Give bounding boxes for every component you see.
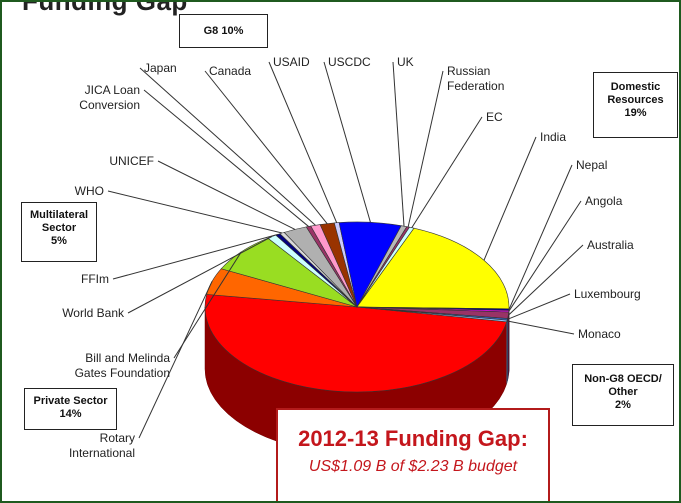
non-g8-oecd-box: Non-G8 OECD/ Other 2% xyxy=(572,364,674,426)
leader-line xyxy=(323,61,371,223)
g8-label: G8 10% xyxy=(203,25,244,37)
leader-line xyxy=(143,89,309,227)
g8-box: G8 10% xyxy=(179,14,268,48)
leader-line xyxy=(407,70,444,228)
slice-label: Conversion xyxy=(79,98,140,112)
slice-label: Angola xyxy=(585,194,623,208)
leader-line xyxy=(138,281,213,439)
non-g8-oecd-pct: 2% xyxy=(615,399,631,411)
private-sector-box: Private Sector 14% xyxy=(24,388,117,430)
leader-line xyxy=(507,293,571,320)
slice-label: Rotary xyxy=(100,431,135,445)
funding-gap-subtitle: US$1.09 B of $2.23 B budget xyxy=(308,458,518,475)
chart-title-fragment: Funding Gap xyxy=(22,0,188,16)
slice-label: Bill and Melinda xyxy=(85,351,170,365)
slice-label: Monaco xyxy=(578,327,621,341)
slice-label: Russian xyxy=(447,64,490,78)
leader-line xyxy=(127,236,273,314)
leader-line xyxy=(204,70,328,224)
leader-line xyxy=(507,244,584,316)
slice-label: JICA Loan xyxy=(85,83,140,97)
domestic-resources-pct: 19% xyxy=(624,107,647,119)
slice-label: World Bank xyxy=(62,306,125,320)
non-g8-oecd-title: Non-G8 OECD/ Other xyxy=(584,373,662,398)
multilateral-sector-pct: 5% xyxy=(51,235,67,247)
slice-label: UNICEF xyxy=(109,154,154,168)
slice-label: Japan xyxy=(144,61,177,75)
slice-label: WHO xyxy=(75,184,104,198)
funding-gap-box: 2012-13 Funding Gap: US$1.09 B of $2.23 … xyxy=(276,408,550,501)
slice-label: Australia xyxy=(587,238,634,252)
slice-label: International xyxy=(69,446,135,460)
pie-slice xyxy=(204,294,508,393)
slice-label: Federation xyxy=(447,79,504,93)
slice-label: USAID xyxy=(273,55,310,69)
leader-line xyxy=(506,320,575,335)
slice-label: USCDC xyxy=(328,55,371,69)
multilateral-sector-title: Multilateral Sector xyxy=(29,209,89,234)
leader-line xyxy=(483,136,537,261)
slice-label: Nepal xyxy=(576,158,607,172)
multilateral-sector-box: Multilateral Sector 5% xyxy=(21,202,97,262)
leader-line xyxy=(107,190,283,234)
private-sector-pct: 14% xyxy=(59,408,82,420)
domestic-resources-title: Domestic Resources xyxy=(607,81,664,106)
slice-label: Gates Foundation xyxy=(75,366,170,380)
private-sector-title: Private Sector xyxy=(33,395,108,407)
leader-line xyxy=(173,251,242,359)
leader-line xyxy=(139,67,316,226)
slice-label: India xyxy=(540,130,566,144)
slice-label: FFIm xyxy=(81,272,109,286)
slice-label: Canada xyxy=(209,64,251,78)
leader-line xyxy=(411,116,483,228)
leader-line xyxy=(508,164,573,310)
slice-label: Luxembourg xyxy=(574,287,641,301)
pie-top xyxy=(204,221,510,393)
funding-gap-title: 2012-13 Funding Gap: xyxy=(298,426,528,451)
domestic-resources-box: Domestic Resources 19% xyxy=(593,72,678,138)
slice-label: EC xyxy=(486,110,503,124)
leader-line xyxy=(392,61,405,227)
leader-line xyxy=(268,61,338,223)
leader-line xyxy=(157,160,296,230)
slice-label: UK xyxy=(397,55,414,69)
leader-line xyxy=(112,233,279,280)
leader-line xyxy=(508,200,582,312)
